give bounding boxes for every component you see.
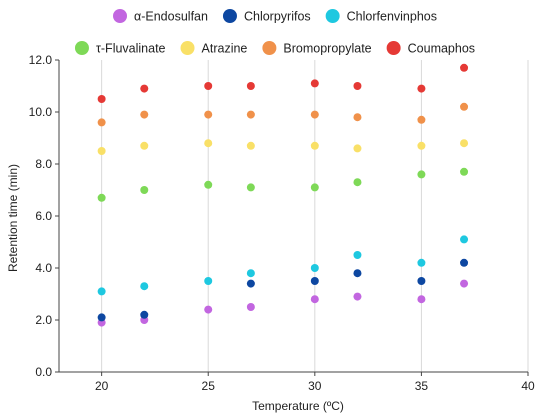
legend-label: Coumaphos	[408, 42, 475, 56]
point-coumaphos	[353, 82, 362, 90]
legend-label: Chlorfenvinphos	[347, 10, 437, 24]
legend-item: α-Endosulfan	[113, 9, 208, 24]
legend-marker	[113, 9, 128, 23]
point-chlorpyrifos	[140, 310, 149, 319]
point-chlorpyrifos	[97, 313, 106, 322]
point-chlorfenvinphos	[417, 258, 426, 267]
point-coumaphos	[310, 79, 319, 88]
point-chlorfenvinphos	[460, 235, 469, 244]
point-endosulfan	[310, 295, 319, 304]
x-tick-label: 25	[202, 379, 216, 393]
legend-marker	[386, 41, 401, 55]
point-atrazine	[140, 141, 149, 150]
point-fluvalinate	[246, 183, 255, 192]
legend-marker	[325, 9, 340, 23]
legend-item: Bromopropylate	[262, 41, 372, 56]
point-coumaphos	[417, 84, 426, 93]
legend-marker	[262, 41, 277, 55]
y-tick-label: 4.0	[35, 261, 52, 275]
point-fluvalinate	[310, 183, 319, 192]
point-chlorpyrifos	[310, 277, 319, 285]
x-tick-label: 40	[521, 379, 535, 393]
point-coumaphos	[460, 63, 469, 72]
point-atrazine	[246, 141, 255, 150]
point-endosulfan	[204, 305, 213, 314]
point-bromopropylate	[353, 113, 362, 122]
point-atrazine	[97, 147, 106, 155]
legend-item: Atrazine	[180, 41, 248, 56]
x-tick-label: 35	[415, 379, 429, 393]
point-chlorfenvinphos	[310, 264, 319, 272]
point-coumaphos	[140, 84, 149, 93]
point-chlorfenvinphos	[246, 269, 255, 278]
legend-label: α-Endosulfan	[134, 10, 208, 24]
y-tick-label: 2.0	[35, 313, 52, 327]
legend-marker	[222, 9, 237, 23]
point-atrazine	[204, 139, 213, 148]
y-tick-label: 0.0	[35, 365, 52, 379]
legend-label: Atrazine	[202, 42, 248, 56]
point-chlorpyrifos	[353, 269, 362, 278]
point-atrazine	[353, 144, 362, 153]
point-chlorpyrifos	[417, 277, 426, 285]
legend-label: Bromopropylate	[283, 42, 371, 56]
x-tick-label: 30	[308, 379, 322, 393]
point-chlorfenvinphos	[353, 251, 362, 259]
point-chlorpyrifos	[246, 279, 255, 288]
point-atrazine	[310, 141, 319, 150]
point-bromopropylate	[97, 118, 106, 127]
legend-item: τ-Fluvalinate	[74, 41, 166, 56]
legend-marker	[74, 41, 89, 55]
y-tick-label: 8.0	[35, 157, 52, 171]
y-tick-label: 6.0	[35, 209, 52, 223]
point-fluvalinate	[97, 193, 106, 202]
point-bromopropylate	[140, 110, 149, 119]
point-chlorfenvinphos	[204, 277, 213, 285]
point-chlorfenvinphos	[97, 287, 106, 296]
data-points	[97, 63, 469, 327]
legend-row: τ-Fluvalinate Atrazine Bromopropylate Couma…	[74, 41, 475, 56]
legend-row: α-Endosulfan Chlorpyrifos Chlorfenvinphos	[113, 9, 437, 24]
point-endosulfan	[417, 295, 426, 304]
point-fluvalinate	[204, 180, 213, 189]
point-fluvalinate	[353, 178, 362, 187]
point-endosulfan	[353, 292, 362, 301]
y-axis-label: Retention time (min)	[6, 164, 20, 272]
point-atrazine	[460, 139, 469, 148]
legend-label: τ-Fluvalinate	[96, 42, 166, 56]
point-chlorpyrifos	[460, 258, 469, 267]
point-fluvalinate	[417, 170, 426, 179]
y-tick-label: 10.0	[29, 105, 53, 119]
x-tick-label: 20	[95, 379, 109, 393]
point-bromopropylate	[310, 110, 319, 119]
legend: α-Endosulfan Chlorpyrifos Chlorfenvinphos τ…	[74, 9, 475, 56]
point-fluvalinate	[460, 167, 469, 176]
point-fluvalinate	[140, 186, 149, 194]
legend-marker	[180, 41, 195, 55]
point-coumaphos	[204, 82, 213, 90]
legend-label: Chlorpyrifos	[244, 10, 311, 24]
point-coumaphos	[97, 95, 106, 103]
legend-item: Chlorpyrifos	[222, 9, 311, 24]
legend-item: Coumaphos	[386, 41, 475, 56]
point-bromopropylate	[204, 110, 213, 119]
axes: 0.0 2.0 4.0 6.0 8.0 10.0 12.0 20 25 30 35 40	[29, 53, 535, 393]
point-endosulfan	[246, 303, 255, 311]
legend-item: Chlorfenvinphos	[325, 9, 437, 24]
point-atrazine	[417, 141, 426, 150]
point-endosulfan	[460, 279, 469, 288]
x-axis-label: Temperature (ºC)	[252, 399, 344, 413]
point-bromopropylate	[246, 110, 255, 119]
y-tick-label: 12.0	[29, 53, 53, 67]
point-coumaphos	[246, 82, 255, 90]
point-bromopropylate	[460, 102, 469, 111]
point-bromopropylate	[417, 115, 426, 124]
point-chlorfenvinphos	[140, 282, 149, 291]
